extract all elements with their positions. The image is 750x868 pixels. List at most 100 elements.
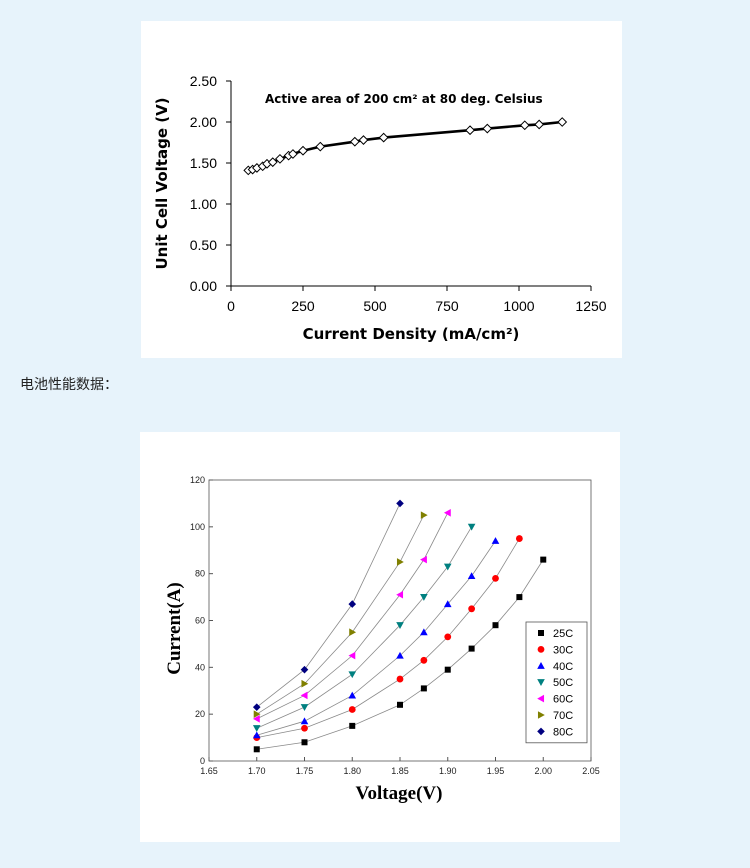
legend-label: 50C bbox=[553, 677, 573, 689]
data-point bbox=[397, 701, 403, 708]
data-point-diamond bbox=[288, 149, 298, 159]
data-point bbox=[515, 535, 523, 542]
y-tick-label: 1.50 bbox=[190, 155, 217, 171]
legend-box bbox=[525, 621, 588, 744]
x-tick-label: 1000 bbox=[503, 298, 534, 314]
series-30C bbox=[253, 535, 523, 741]
y-tick-label: 120 bbox=[190, 475, 205, 485]
data-point bbox=[348, 706, 356, 713]
x-tick-label: 250 bbox=[291, 298, 315, 314]
series-60C bbox=[252, 508, 451, 723]
data-point bbox=[420, 656, 428, 664]
x-tick-label: 1.85 bbox=[391, 766, 409, 776]
data-point bbox=[349, 628, 357, 637]
data-point bbox=[468, 645, 475, 652]
x-tick-label: 1.70 bbox=[248, 766, 266, 776]
y-axis-title: Current(A) bbox=[164, 582, 185, 675]
data-point bbox=[301, 739, 308, 746]
x-tick-label: 1.95 bbox=[487, 766, 505, 776]
y-tick-label: 0.50 bbox=[190, 237, 217, 253]
y-tick-label: 2.00 bbox=[190, 114, 217, 130]
series-line bbox=[256, 526, 472, 729]
legend-marker bbox=[538, 630, 544, 636]
data-point-diamond bbox=[378, 132, 389, 143]
x-tick-label: 1.80 bbox=[343, 766, 361, 776]
x-tick-label: 1250 bbox=[575, 298, 606, 314]
legend-marker bbox=[537, 662, 545, 669]
legend-label: 25C bbox=[553, 628, 573, 640]
data-point bbox=[253, 746, 260, 753]
data-point bbox=[492, 622, 499, 629]
data-point bbox=[540, 556, 547, 563]
data-point bbox=[444, 633, 452, 641]
legend-label: 80C bbox=[553, 726, 573, 738]
y-tick-label: 20 bbox=[195, 709, 205, 719]
legend-marker bbox=[537, 711, 545, 719]
series-line bbox=[256, 503, 401, 708]
data-point bbox=[491, 537, 500, 544]
data-point bbox=[396, 622, 404, 629]
legend: 25C 30C 40C 50C 60C 70C 80C bbox=[525, 621, 588, 744]
data-point bbox=[443, 508, 451, 517]
data-point bbox=[348, 651, 356, 660]
series-40C bbox=[252, 537, 500, 739]
data-point-diamond bbox=[349, 136, 360, 147]
data-point bbox=[300, 691, 308, 700]
data-point bbox=[300, 717, 309, 725]
data-point bbox=[396, 499, 404, 508]
data-point-diamond bbox=[557, 117, 568, 127]
data-point bbox=[253, 710, 261, 718]
series-25C bbox=[253, 556, 547, 753]
data-point bbox=[420, 511, 428, 519]
data-point-diamond bbox=[315, 141, 326, 152]
series-50C bbox=[252, 523, 476, 733]
data-point-diamond bbox=[482, 123, 493, 134]
chart-voltage-vs-density: 0.00 0.50 1.00 1.50 2.00 2.50 0 250 500 750 1000 12… bbox=[153, 73, 607, 343]
data-point bbox=[348, 671, 357, 679]
y-tick-label: 1.00 bbox=[190, 196, 217, 212]
series-line bbox=[256, 538, 520, 738]
data-point bbox=[396, 558, 404, 566]
data-point-diamond bbox=[267, 157, 278, 168]
x-tick-label: 1.75 bbox=[296, 766, 314, 776]
battery-performance-caption: 电池性能数据： bbox=[20, 377, 118, 393]
chart-panel-current-vs-voltage: 0 20 40 60 80 100 120 1.65 1.70 1.75 1.80 1.85 1.90 1… bbox=[140, 432, 620, 842]
series-line bbox=[256, 514, 425, 715]
data-point bbox=[444, 666, 451, 673]
legend-label: 70C bbox=[553, 710, 573, 722]
data-point-diamond bbox=[298, 145, 308, 156]
legend-marker bbox=[537, 694, 545, 703]
data-point bbox=[420, 594, 428, 601]
legend-label: 30C bbox=[553, 644, 573, 656]
series-70C bbox=[253, 511, 428, 718]
data-point bbox=[420, 685, 427, 692]
data-point bbox=[467, 523, 476, 531]
legend-label: 60C bbox=[553, 694, 573, 706]
series-80C bbox=[252, 499, 404, 711]
data-point bbox=[396, 590, 404, 599]
x-tick-label: 0 bbox=[227, 298, 235, 314]
legend-marker bbox=[537, 646, 545, 653]
y-tick-label: 0.00 bbox=[190, 278, 217, 294]
x-tick-label: 750 bbox=[435, 298, 459, 314]
x-axis-title: Voltage(V) bbox=[356, 783, 443, 804]
y-tick-label: 100 bbox=[190, 522, 205, 532]
data-point bbox=[300, 665, 309, 674]
legend-marker bbox=[537, 679, 545, 686]
series-line bbox=[248, 120, 563, 172]
y-tick-label: 2.50 bbox=[190, 73, 217, 89]
data-point bbox=[348, 600, 357, 608]
y-tick-label: 80 bbox=[195, 569, 205, 579]
series-line bbox=[256, 512, 449, 720]
x-tick-label: 1.65 bbox=[200, 766, 218, 776]
data-point bbox=[252, 731, 261, 739]
data-point-diamond bbox=[358, 135, 369, 145]
y-tick-label: 60 bbox=[195, 616, 205, 626]
legend-label: 40C bbox=[553, 661, 573, 673]
data-point bbox=[348, 691, 357, 699]
x-tick-label: 2.05 bbox=[582, 766, 600, 776]
data-point bbox=[252, 703, 261, 711]
x-axis-title: Current Density (mA/cm²) bbox=[303, 325, 520, 343]
data-point-diamond bbox=[465, 125, 475, 136]
data-point-diamond bbox=[275, 153, 285, 164]
